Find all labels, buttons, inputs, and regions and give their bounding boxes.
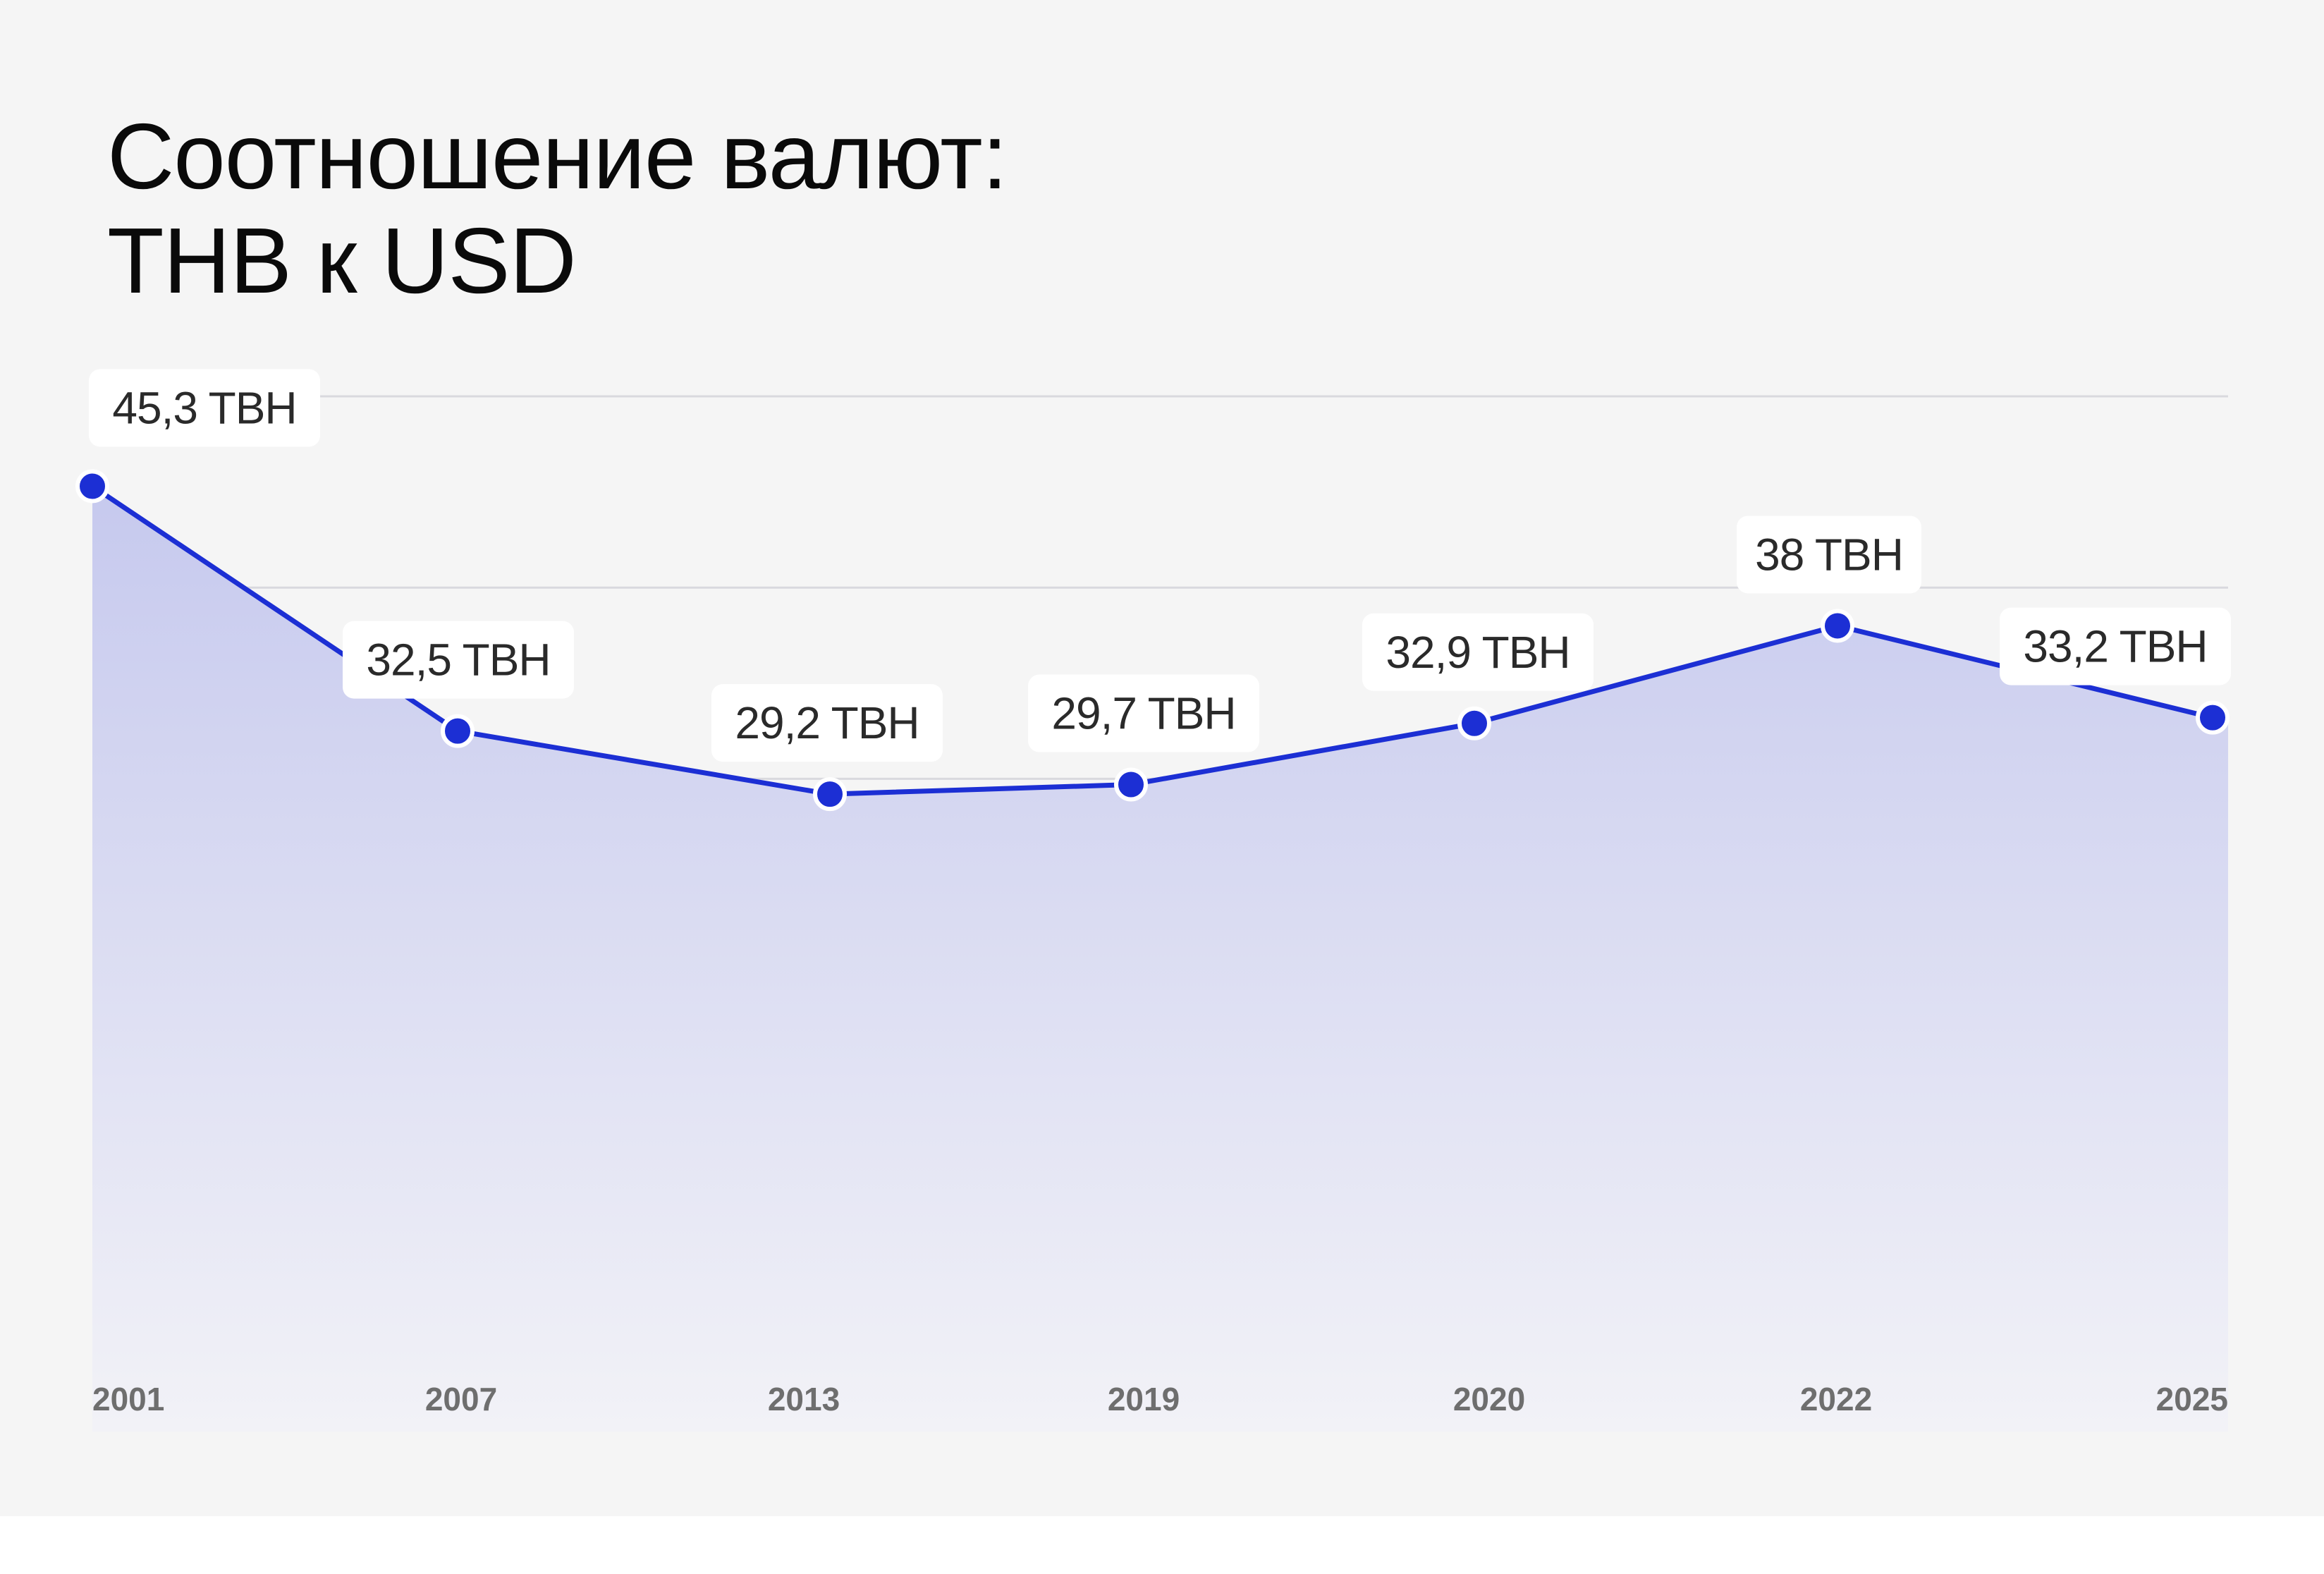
- data-labels: 45,3 TBH 32,5 TBH 29,2 TBH 29,7 TBH 32,9 TBH…: [89, 369, 2231, 762]
- data-label: 32,9 TBH: [1362, 613, 1594, 691]
- data-point: [813, 777, 847, 812]
- data-label-text: 29,2 TBH: [735, 697, 919, 748]
- data-label: 29,2 TBH: [711, 684, 943, 762]
- data-point: [1821, 609, 1854, 643]
- data-points: [75, 469, 2230, 812]
- chart-title: Соотношение валют: THB к USD: [107, 104, 1008, 313]
- data-point: [2196, 700, 2230, 735]
- x-tick-label: 2025: [2156, 1381, 2228, 1417]
- data-label: 45,3 TBH: [89, 369, 320, 447]
- data-point: [75, 469, 109, 504]
- area-shape: [92, 486, 2228, 1432]
- data-label: 32,5 TBH: [343, 621, 574, 699]
- data-label-text: 33,2 TBH: [2023, 621, 2207, 672]
- data-label-box: [711, 684, 943, 762]
- chart-title-line-1: Соотношение валют:: [107, 104, 1008, 208]
- x-tick-label: 2022: [1800, 1381, 1872, 1417]
- data-label-box: [1362, 613, 1594, 691]
- chart-title-line-2: THB к USD: [107, 209, 577, 312]
- data-label-box: [89, 369, 320, 447]
- data-point: [1114, 767, 1148, 802]
- data-label-text: 45,3 TBH: [112, 382, 296, 433]
- data-label: 29,7 TBH: [1028, 674, 1259, 752]
- data-label-box: [1028, 674, 1259, 752]
- x-tick-label: 2019: [1108, 1381, 1180, 1417]
- area-fill: [92, 486, 2228, 1432]
- data-label: 33,2 TBH: [2000, 607, 2231, 685]
- x-axis-ticks: 2001 2007 2013 2019 2020 2022 2025: [92, 1381, 2228, 1417]
- data-point: [1457, 706, 1491, 740]
- data-point: [441, 714, 475, 748]
- data-label: 38 TBH: [1737, 515, 1921, 594]
- data-label-box: [1737, 515, 1921, 594]
- data-label-text: 29,7 TBH: [1051, 688, 1235, 739]
- x-tick-label: 2001: [92, 1381, 164, 1417]
- data-label-text: 32,9 TBH: [1386, 627, 1570, 678]
- data-label-box: [2000, 607, 2231, 685]
- data-label-box: [343, 621, 574, 699]
- data-label-text: 32,5 TBH: [366, 635, 550, 685]
- data-label-text: 38 TBH: [1755, 529, 1903, 580]
- x-tick-label: 2020: [1453, 1381, 1525, 1417]
- x-tick-label: 2013: [768, 1381, 840, 1417]
- x-tick-label: 2007: [425, 1381, 497, 1417]
